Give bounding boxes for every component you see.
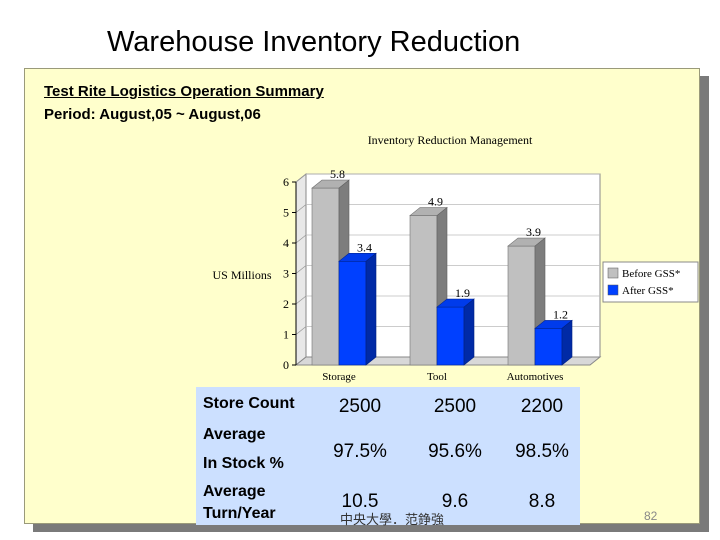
bar-side: [463, 298, 475, 366]
y-tick-label: 6: [283, 175, 289, 189]
stat-label: Store Count: [203, 395, 295, 412]
bar-value-label: 3.4: [357, 240, 372, 254]
legend-label: After GSS*: [622, 285, 674, 297]
x-category-label: Automotives: [507, 371, 564, 383]
gridline-side: [295, 295, 307, 305]
bar-value-label: 1.2: [553, 307, 568, 321]
stat-value: 8.8: [528, 491, 556, 512]
stats-table: Store Count 2500 2500 2200 Average In St…: [196, 387, 580, 525]
bar-value-label: 3.9: [526, 225, 541, 239]
stat-value: 9.6: [441, 491, 469, 512]
bar-side: [365, 252, 377, 366]
footer-credit: 中央大學．范錚強: [340, 513, 445, 528]
stat-value: 98.5%: [515, 441, 569, 462]
gridline-side: [295, 204, 307, 213]
x-category-label: Tool: [427, 371, 447, 383]
gridline-side: [295, 326, 307, 335]
bar-before-automotives: [507, 245, 536, 366]
y-axis-label: US Millions: [212, 268, 271, 282]
bar-after-storage: [338, 261, 367, 366]
gridline-side: [295, 265, 307, 274]
y-tick-label: 0: [283, 358, 289, 372]
bar-side: [561, 319, 573, 366]
stat-label: In Stock %: [203, 455, 284, 472]
stat-value: 95.6%: [428, 441, 482, 462]
bar-before-storage: [311, 187, 340, 366]
stat-label: Turn/Year: [203, 505, 276, 522]
bar-value-label: 4.9: [428, 195, 443, 209]
period-subtitle: Period: August,05 ~ August,06: [44, 106, 261, 123]
y-tick-label: 5: [283, 206, 289, 220]
bar-after-automotives: [534, 328, 563, 366]
stat-value: 2200: [520, 396, 564, 417]
summary-subtitle: Test Rite Logistics Operation Summary: [44, 83, 324, 100]
stat-value: 2500: [338, 396, 382, 417]
y-tick-label: 2: [283, 297, 289, 311]
legend-swatch: [607, 267, 619, 279]
bar-value-label: 5.8: [330, 167, 345, 181]
legend-swatch: [607, 284, 619, 296]
bar-value-label: 1.9: [455, 286, 470, 300]
legend-box: [602, 261, 699, 303]
slide-title: Warehouse Inventory Reduction: [107, 26, 521, 58]
inventory-bar-chart: Inventory Reduction Management 0 1 2 3 4 5 6 US …: [212, 133, 699, 383]
stat-label: Average: [203, 426, 266, 443]
bar-before-tool: [409, 215, 438, 366]
stat-label: Average: [203, 483, 266, 500]
legend-label: Before GSS*: [622, 268, 680, 280]
x-category-label: Storage: [322, 371, 356, 383]
gridline-side: [295, 234, 307, 244]
page-number: 82: [644, 509, 658, 523]
bar-after-tool: [436, 306, 465, 366]
chart-title: Inventory Reduction Management: [368, 133, 533, 147]
stat-value: 2500: [433, 396, 477, 417]
gridline-side: [295, 173, 307, 183]
stat-value: 10.5: [341, 491, 379, 512]
y-tick-label: 4: [283, 236, 289, 250]
stat-value: 97.5%: [333, 441, 387, 462]
y-tick-label: 1: [283, 328, 289, 342]
y-tick-label: 3: [283, 267, 289, 281]
